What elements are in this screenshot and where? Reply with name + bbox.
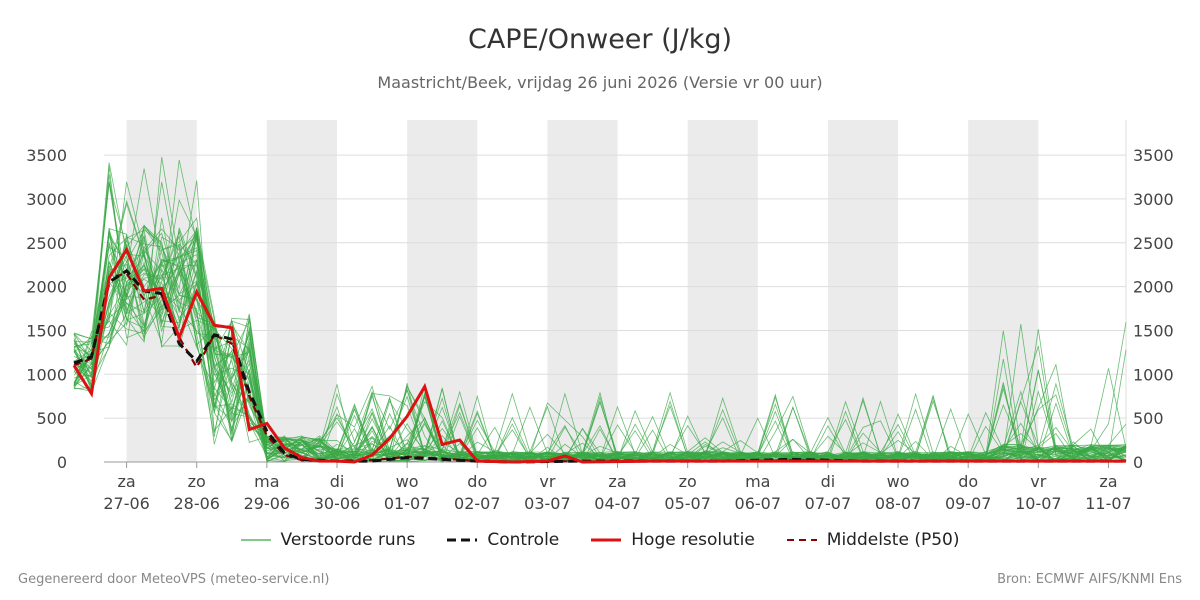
y-tick-right-3500: 3500 — [1133, 146, 1174, 165]
y-tick-right-1000: 1000 — [1133, 365, 1174, 384]
x-tick-day-1: zo — [188, 472, 206, 491]
shade-band-2 — [407, 120, 478, 462]
ensemble-member-line — [73, 162, 1127, 463]
x-tick-day-12: do — [958, 472, 978, 491]
ensemble-member-line — [73, 259, 1127, 463]
x-tick-date-8: 05-07 — [664, 494, 711, 513]
x-tick-date-0: 27-06 — [103, 494, 150, 513]
x-tick-date-1: 28-06 — [173, 494, 220, 513]
x-tick-date-14: 11-07 — [1085, 494, 1132, 513]
footer-credit: Gegenereerd door MeteoVPS (meteo-service… — [18, 572, 330, 587]
x-tick-day-2: ma — [254, 472, 279, 491]
y-tick-left-0: 0 — [57, 453, 67, 472]
y-tick-right-2500: 2500 — [1133, 234, 1174, 253]
shade-band-1 — [266, 120, 337, 462]
chart-subtitle: Maastricht/Beek, vrijdag 26 juni 2026 (V… — [377, 73, 823, 92]
legend-swatch-median — [786, 539, 817, 541]
y-tick-right-1500: 1500 — [1133, 321, 1174, 340]
y-tick-left-2500: 2500 — [26, 234, 67, 253]
shade-band-5 — [827, 120, 899, 462]
y-tick-right-2000: 2000 — [1133, 278, 1174, 297]
footer-source: Bron: ECMWF AIFS/KNMI Ens — [997, 572, 1182, 587]
y-tick-left-1000: 1000 — [26, 365, 67, 384]
x-tick-date-5: 02-07 — [454, 494, 501, 513]
y-tick-left-3000: 3000 — [26, 190, 67, 209]
legend-swatch-control — [447, 538, 478, 542]
x-tick-day-5: do — [467, 472, 487, 491]
legend-item-hires[interactable]: Hoge resolutie — [591, 530, 755, 550]
x-tick-date-4: 01-07 — [384, 494, 431, 513]
legend-item-control[interactable]: Controle — [447, 530, 559, 550]
x-tick-date-2: 29-06 — [244, 494, 291, 513]
y-tick-left-3500: 3500 — [26, 146, 67, 165]
x-tick-day-14: za — [1099, 472, 1117, 491]
y-tick-left-2000: 2000 — [26, 278, 67, 297]
x-tick-day-8: zo — [679, 472, 697, 491]
y-tick-left-500: 500 — [36, 409, 67, 428]
series-line-hires — [72, 246, 1126, 464]
chart-title: CAPE/Onweer (J/kg) — [467, 24, 732, 55]
x-tick-date-10: 07-07 — [805, 494, 852, 513]
y-tick-right-3000: 3000 — [1133, 190, 1174, 209]
x-tick-day-10: di — [821, 472, 836, 491]
ensemble-member-line — [73, 235, 1127, 463]
x-tick-day-0: za — [117, 472, 135, 491]
x-tick-day-11: wo — [887, 472, 910, 491]
legend-label-hires: Hoge resolutie — [631, 530, 755, 550]
x-tick-date-9: 06-07 — [735, 494, 782, 513]
legend-label-median: Middelste (P50) — [826, 530, 960, 550]
legend-item-ensemble[interactable]: Verstoorde runs — [240, 530, 416, 550]
y-tick-right-0: 0 — [1133, 453, 1143, 472]
x-tick-date-3: 30-06 — [314, 494, 361, 513]
legend-item-median[interactable]: Middelste (P50) — [786, 530, 960, 550]
x-tick-day-13: vr — [1030, 472, 1046, 491]
x-tick-date-12: 09-07 — [945, 494, 992, 513]
chart-legend: Verstoorde runs Controle Hoge resolutie … — [0, 530, 1200, 550]
shade-band-6 — [968, 120, 1039, 462]
y-tick-left-1500: 1500 — [26, 321, 67, 340]
ensemble-member-line — [73, 202, 1127, 463]
legend-label-control: Controle — [487, 530, 560, 550]
legend-swatch-hires — [591, 538, 622, 542]
x-tick-date-7: 04-07 — [594, 494, 641, 513]
x-tick-date-13: 10-07 — [1015, 494, 1062, 513]
x-tick-day-9: ma — [745, 472, 770, 491]
x-tick-day-7: za — [608, 472, 626, 491]
x-tick-day-4: wo — [396, 472, 419, 491]
legend-swatch-ensemble — [240, 539, 271, 541]
shade-band-4 — [687, 120, 758, 462]
x-tick-date-11: 08-07 — [875, 494, 922, 513]
x-tick-day-6: vr — [539, 472, 555, 491]
legend-label-ensemble: Verstoorde runs — [280, 530, 416, 550]
y-tick-right-500: 500 — [1133, 409, 1164, 428]
x-tick-date-6: 03-07 — [524, 494, 571, 513]
x-tick-day-3: di — [330, 472, 345, 491]
shade-band-3 — [547, 120, 618, 462]
